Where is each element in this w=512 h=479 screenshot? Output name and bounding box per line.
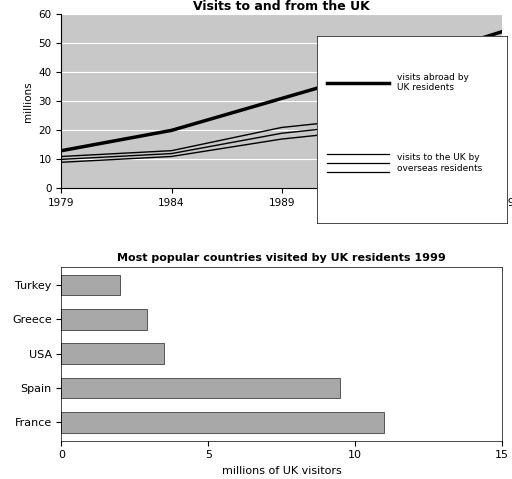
Text: visits abroad by
UK residents: visits abroad by UK residents (397, 73, 469, 92)
Title: Most popular countries visited by UK residents 1999: Most popular countries visited by UK res… (117, 253, 446, 263)
Bar (61, 378, 340, 399)
Y-axis label: millions: millions (23, 81, 33, 122)
Bar (61, 309, 146, 330)
Bar (61, 343, 164, 364)
Bar (61, 274, 120, 295)
X-axis label: millions of UK visitors: millions of UK visitors (222, 466, 342, 476)
Bar (61, 412, 385, 433)
Title: Visits to and from the UK: Visits to and from the UK (193, 0, 370, 13)
Text: visits to the UK by
overseas residents: visits to the UK by overseas residents (397, 153, 482, 172)
